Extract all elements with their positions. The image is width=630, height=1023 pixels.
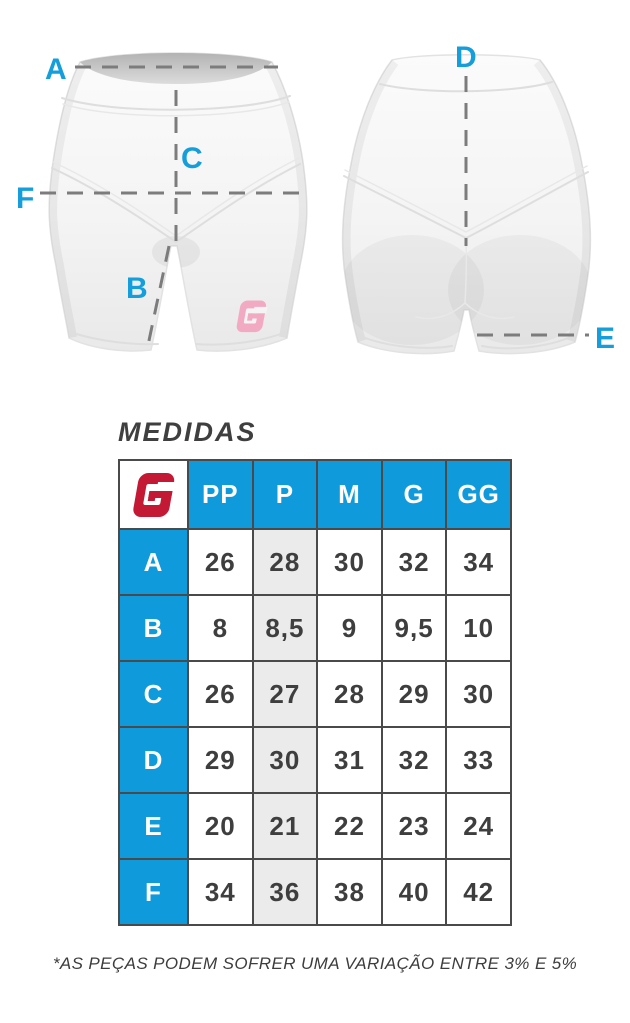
brand-logo-pink-icon bbox=[236, 300, 268, 333]
size-value-cell: 21 bbox=[253, 794, 317, 858]
measure-label-c: C bbox=[181, 142, 203, 175]
size-value-cell: 33 bbox=[447, 728, 510, 792]
row-label-e: E bbox=[120, 794, 187, 858]
size-value-cell: 42 bbox=[447, 860, 510, 924]
row-label-c: C bbox=[120, 662, 187, 726]
size-value-cell: 22 bbox=[318, 794, 381, 858]
size-value-cell: 26 bbox=[189, 662, 252, 726]
measure-label-f: F bbox=[16, 182, 34, 215]
size-value-cell: 40 bbox=[382, 860, 446, 924]
size-value-cell: 29 bbox=[382, 662, 446, 726]
size-value-cell: 28 bbox=[318, 662, 381, 726]
size-value-cell: 23 bbox=[382, 794, 446, 858]
measure-label-d: D bbox=[455, 41, 477, 74]
size-value-cell: 31 bbox=[318, 728, 381, 792]
size-value-cell: 9 bbox=[318, 596, 381, 660]
measure-label-e: E bbox=[595, 322, 615, 355]
column-header-p: P bbox=[253, 461, 317, 528]
row-label-f: F bbox=[120, 860, 187, 924]
brand-logo-cell bbox=[120, 461, 187, 528]
size-value-cell: 9,5 bbox=[382, 596, 446, 660]
shorts-front-view bbox=[48, 52, 308, 352]
size-value-cell: 28 bbox=[253, 530, 317, 594]
row-label-a: A bbox=[120, 530, 187, 594]
size-value-cell: 29 bbox=[189, 728, 252, 792]
size-value-cell: 27 bbox=[253, 662, 317, 726]
size-value-cell: 8 bbox=[189, 596, 252, 660]
size-table: PP P M G GG A 26 28 30 32 34 B 8 8,5 9 9… bbox=[118, 459, 512, 926]
shorts-front-silhouette bbox=[48, 52, 308, 352]
brand-logo-g-icon bbox=[132, 472, 176, 517]
waistband-opening bbox=[80, 53, 272, 84]
row-label-b: B bbox=[120, 596, 187, 660]
column-header-gg: GG bbox=[447, 461, 510, 528]
size-value-cell: 8,5 bbox=[253, 596, 317, 660]
size-value-cell: 34 bbox=[447, 530, 510, 594]
size-value-cell: 30 bbox=[318, 530, 381, 594]
shorts-back-view bbox=[341, 54, 592, 355]
column-header-pp: PP bbox=[189, 461, 252, 528]
size-value-cell: 10 bbox=[447, 596, 510, 660]
size-value-cell: 32 bbox=[382, 728, 446, 792]
size-value-cell: 36 bbox=[253, 860, 317, 924]
size-value-cell: 32 bbox=[382, 530, 446, 594]
footnote: *AS PEÇAS PODEM SOFRER UMA VARIAÇÃO ENTR… bbox=[52, 954, 578, 973]
column-header-m: M bbox=[318, 461, 381, 528]
measure-label-b: B bbox=[126, 272, 148, 305]
size-value-cell: 26 bbox=[189, 530, 252, 594]
size-value-cell: 30 bbox=[447, 662, 510, 726]
measure-label-a: A bbox=[45, 53, 67, 86]
back-shading bbox=[342, 54, 591, 345]
size-value-cell: 38 bbox=[318, 860, 381, 924]
table-title: MEDIDAS bbox=[118, 417, 257, 447]
row-label-d: D bbox=[120, 728, 187, 792]
size-value-cell: 24 bbox=[447, 794, 510, 858]
size-value-cell: 20 bbox=[189, 794, 252, 858]
size-value-cell: 34 bbox=[189, 860, 252, 924]
shorts-measurement-diagram: A C F B D E bbox=[16, 41, 615, 355]
size-value-cell: 30 bbox=[253, 728, 317, 792]
column-header-g: G bbox=[382, 461, 446, 528]
measure-line-b bbox=[145, 245, 171, 351]
